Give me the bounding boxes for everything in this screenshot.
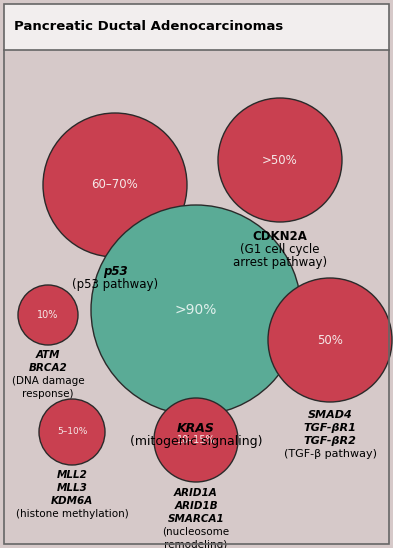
Text: 5–10%: 5–10% bbox=[57, 427, 87, 437]
Text: response): response) bbox=[22, 389, 74, 399]
Text: (histone methylation): (histone methylation) bbox=[16, 509, 129, 519]
Text: 10%: 10% bbox=[37, 310, 59, 320]
Text: (DNA damage: (DNA damage bbox=[12, 376, 84, 386]
Circle shape bbox=[18, 285, 78, 345]
Text: (TGF-β pathway): (TGF-β pathway) bbox=[283, 449, 376, 459]
Text: MLL2: MLL2 bbox=[57, 470, 87, 480]
Text: p53: p53 bbox=[103, 265, 127, 278]
Text: 10–15%: 10–15% bbox=[177, 435, 215, 445]
Text: ARID1B: ARID1B bbox=[174, 501, 218, 511]
Text: remodeling): remodeling) bbox=[164, 540, 228, 548]
Circle shape bbox=[39, 399, 105, 465]
Text: (mitogenic signaling): (mitogenic signaling) bbox=[130, 435, 262, 448]
Circle shape bbox=[154, 398, 238, 482]
Text: ATM: ATM bbox=[36, 350, 60, 360]
Text: 60–70%: 60–70% bbox=[92, 179, 138, 191]
Text: 50%: 50% bbox=[317, 334, 343, 346]
Text: SMARCA1: SMARCA1 bbox=[168, 514, 224, 524]
Circle shape bbox=[268, 278, 392, 402]
Text: BRCA2: BRCA2 bbox=[29, 363, 67, 373]
Text: CDKN2A: CDKN2A bbox=[253, 230, 307, 243]
Text: (p53 pathway): (p53 pathway) bbox=[72, 278, 158, 291]
Text: >50%: >50% bbox=[262, 153, 298, 167]
Text: SMAD4: SMAD4 bbox=[308, 410, 353, 420]
Circle shape bbox=[218, 98, 342, 222]
Text: MLL3: MLL3 bbox=[57, 483, 87, 493]
Text: (nucleosome: (nucleosome bbox=[162, 527, 230, 537]
Circle shape bbox=[43, 113, 187, 257]
Text: arrest pathway): arrest pathway) bbox=[233, 256, 327, 269]
Text: (G1 cell cycle: (G1 cell cycle bbox=[240, 243, 320, 256]
Text: KRAS: KRAS bbox=[177, 422, 215, 435]
Text: Pancreatic Ductal Adenocarcinomas: Pancreatic Ductal Adenocarcinomas bbox=[14, 20, 283, 33]
Text: KDM6A: KDM6A bbox=[51, 496, 93, 506]
Text: TGF-βR2: TGF-βR2 bbox=[303, 436, 356, 446]
Bar bbox=[4, 4, 389, 50]
Circle shape bbox=[91, 205, 301, 415]
Text: >90%: >90% bbox=[175, 303, 217, 317]
Text: TGF-βR1: TGF-βR1 bbox=[303, 423, 356, 433]
Text: ARID1A: ARID1A bbox=[174, 488, 218, 498]
